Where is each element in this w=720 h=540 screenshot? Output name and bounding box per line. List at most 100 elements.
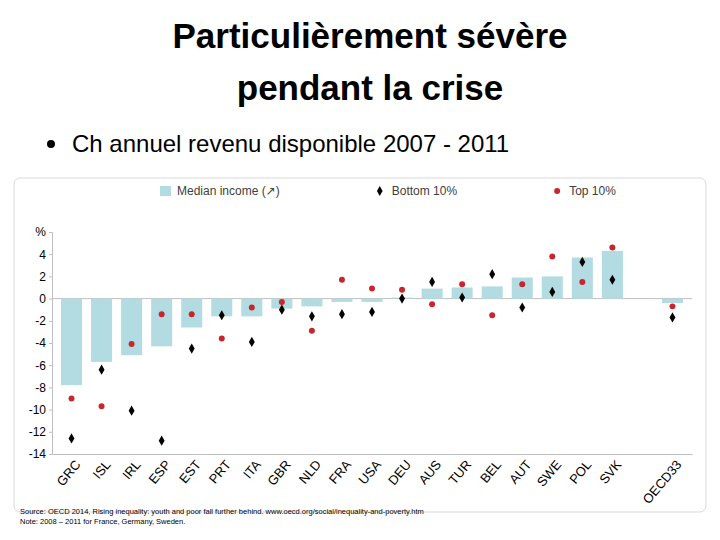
- x-tick: DEU: [385, 454, 414, 488]
- bar: [61, 299, 82, 386]
- marker: [159, 311, 165, 317]
- x-tick-label: GBR: [264, 457, 294, 488]
- marker: [579, 279, 585, 285]
- x-tick-label: PRT: [206, 457, 234, 486]
- x-tick-label: ITA: [240, 457, 264, 482]
- marker: [339, 277, 345, 283]
- y-tick-mark: [49, 276, 52, 277]
- x-tick-label: USA: [355, 457, 384, 487]
- y-tick-label: -6: [35, 359, 46, 373]
- x-tick-label: FRA: [326, 457, 354, 487]
- marker: [219, 336, 225, 342]
- x-tick: PRT: [206, 454, 234, 487]
- series-2: [69, 245, 676, 410]
- marker: [459, 281, 465, 287]
- bar: [542, 276, 563, 298]
- bar: [331, 299, 352, 302]
- x-tick: GRC: [54, 454, 84, 489]
- marker: [369, 307, 375, 317]
- x-tick: BEL: [477, 454, 504, 486]
- legend-item: Median income (↗): [160, 184, 280, 198]
- subtitle: Ch annuel revenu disponible 2007 - 2011: [72, 130, 509, 157]
- y-tick: -14: [29, 447, 52, 461]
- bar: [361, 299, 382, 302]
- x-tick: EST: [176, 454, 204, 486]
- legend: Median income (↗) Bottom 10% Top 10%: [160, 184, 616, 198]
- marker: [670, 312, 676, 322]
- x-tick-label: AUT: [506, 457, 534, 487]
- x-tick: USA: [355, 454, 384, 487]
- legend-swatch: [377, 186, 383, 196]
- legend-label: Bottom 10%: [392, 184, 458, 198]
- y-tick-mark: [49, 321, 52, 322]
- y-tick-mark: [49, 432, 52, 433]
- y-axis-line: [49, 233, 53, 455]
- marker: [609, 245, 615, 251]
- y-tick-label: 2: [39, 270, 46, 284]
- source: Source: OECD 2014, Rising inequality: yo…: [20, 507, 424, 516]
- y-tick-mark: [49, 410, 52, 411]
- plot-area: [61, 245, 683, 446]
- marker: [579, 257, 585, 267]
- x-axis-line: [53, 454, 693, 455]
- x-tick: FRA: [326, 454, 354, 487]
- y-tick-label: -4: [35, 336, 46, 350]
- marker: [429, 277, 435, 287]
- x-tick: AUT: [506, 454, 534, 487]
- y-tick: -10: [29, 403, 52, 417]
- y-tick-label: -10: [29, 403, 47, 417]
- marker: [669, 303, 675, 309]
- marker: [129, 341, 135, 347]
- marker: [519, 281, 525, 287]
- x-tick-label: POL: [566, 457, 594, 487]
- marker: [489, 312, 495, 318]
- legend-item: Top 10%: [554, 184, 616, 198]
- y-tick: 2: [39, 270, 52, 284]
- marker: [309, 328, 315, 334]
- bar: [512, 278, 533, 299]
- x-tick: IRL: [119, 454, 143, 482]
- marker: [369, 286, 375, 292]
- x-tick-label: TUR: [446, 457, 475, 487]
- x-tick-label: IRL: [119, 457, 143, 482]
- marker: [399, 287, 405, 293]
- series-1: [69, 257, 676, 446]
- chart: Particulièrement sévèrependant la criseC…: [0, 0, 720, 540]
- legend-label: Top 10%: [569, 184, 616, 198]
- x-tick: ISL: [90, 454, 114, 482]
- marker: [159, 436, 165, 446]
- y-tick: -12: [29, 425, 52, 439]
- x-tick-label: SVK: [596, 457, 624, 487]
- marker: [219, 310, 225, 320]
- note: Note: 2008 – 2011 for France, Germany, S…: [20, 517, 185, 526]
- x-tick-label: EST: [176, 457, 204, 486]
- bar: [422, 289, 443, 299]
- legend-swatch: [554, 188, 560, 194]
- chart-frame: [14, 178, 706, 512]
- x-tick: AUS: [416, 454, 445, 487]
- bar: [662, 299, 683, 303]
- bar: [241, 299, 262, 317]
- y-tick-label: -14: [29, 447, 47, 461]
- marker: [549, 253, 555, 259]
- x-tick-label: DEU: [385, 457, 414, 488]
- y-tick-label: %: [35, 225, 46, 239]
- y-tick: -8: [35, 381, 52, 395]
- series-0: [61, 251, 683, 385]
- bar: [91, 299, 112, 362]
- y-tick: -4: [35, 336, 52, 350]
- x-tick-label: BEL: [477, 457, 504, 485]
- x-tick-label: ISL: [90, 457, 114, 482]
- y-tick-mark: [49, 343, 52, 344]
- x-tick: POL: [566, 454, 594, 487]
- x-tick: SWE: [534, 454, 565, 489]
- y-axis: -14-12-10-8-6-4-2024%: [29, 225, 53, 461]
- y-tick-label: -2: [35, 314, 46, 328]
- marker: [189, 343, 195, 353]
- y-tick-mark: [49, 299, 52, 300]
- y-tick-label: 0: [39, 292, 46, 306]
- bar: [181, 299, 202, 328]
- marker: [99, 403, 105, 409]
- y-tick: -2: [35, 314, 52, 328]
- marker: [249, 337, 255, 347]
